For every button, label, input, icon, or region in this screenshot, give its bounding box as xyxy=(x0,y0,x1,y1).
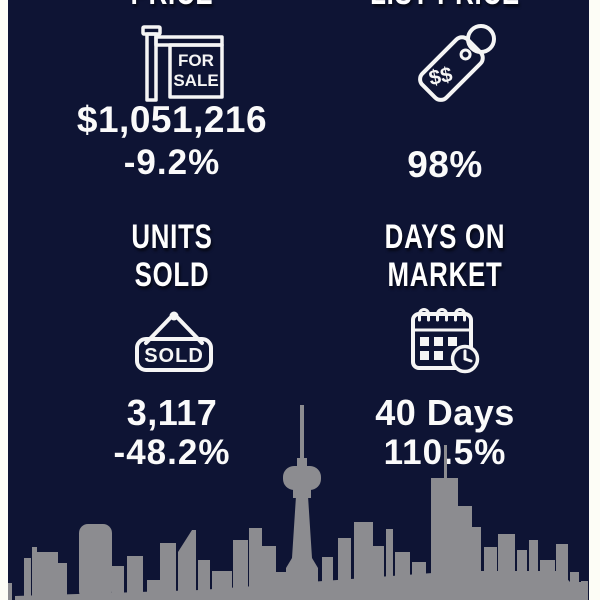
days-on-market-value: 40 Days xyxy=(375,392,515,433)
sign-board xyxy=(168,43,224,99)
price-heading-cropped: PRICE xyxy=(22,0,322,11)
days-on-market-heading-line1: DAYS ON xyxy=(384,218,506,256)
list-price-value: 98% xyxy=(407,144,483,185)
tag-dollar-text: $$ xyxy=(427,63,455,90)
calendar-clock-icon xyxy=(410,302,480,374)
tag-rope-loop xyxy=(466,24,496,54)
units-sold-heading-line2: SOLD xyxy=(134,256,210,294)
sign-post xyxy=(145,32,158,102)
units-sold-heading-line1: UNITS xyxy=(131,218,213,256)
calendar-ring-2 xyxy=(436,308,448,322)
days-on-market-heading: DAYS ON MARKET xyxy=(295,218,589,294)
calendar-ring-1 xyxy=(418,308,430,322)
for-sale-text-line2: SALE xyxy=(173,71,218,90)
calendar-ring-3 xyxy=(454,308,466,322)
units-sold-change: -48.2% xyxy=(113,433,231,472)
clock-hands xyxy=(463,349,473,363)
units-sold-heading: UNITS SOLD xyxy=(22,218,322,294)
sold-sign-board xyxy=(135,337,213,372)
calendar-date-squares xyxy=(420,337,457,360)
for-sale-text-line1: FOR xyxy=(178,51,214,70)
price-heading-text: PRICE xyxy=(58,0,286,11)
price-tag-icon: $$ xyxy=(393,20,505,118)
tag-hole xyxy=(459,48,472,61)
sold-sign-icon: SOLD xyxy=(132,303,216,375)
tag-body xyxy=(418,35,485,102)
units-sold-value: 3,117 xyxy=(126,392,218,433)
sold-sign-text: SOLD xyxy=(144,345,204,367)
list-price-heading-text: LIST PRICE xyxy=(331,0,559,11)
for-sale-sign-icon: FOR SALE xyxy=(140,24,232,106)
toronto-skyline-silhouette xyxy=(8,400,589,600)
price-value: $1,051,216 xyxy=(76,99,268,140)
sold-sign-nail xyxy=(169,311,179,321)
list-price-heading-cropped: LIST PRICE xyxy=(295,0,589,11)
navy-panel: PRICE LIST PRICE FOR SALE xyxy=(8,0,589,600)
cn-tower xyxy=(283,405,321,600)
days-on-market-heading-line2: MARKET xyxy=(387,256,503,294)
calendar-body xyxy=(411,312,473,370)
price-change: -9.2% xyxy=(123,143,221,182)
